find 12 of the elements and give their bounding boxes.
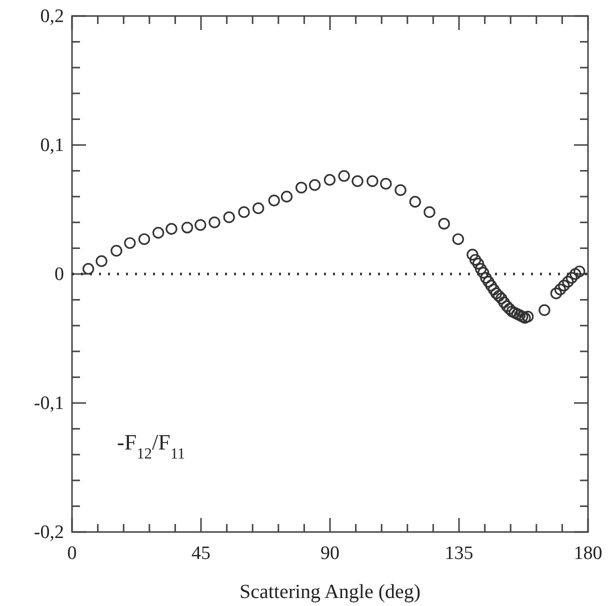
x-tick-label: 180	[574, 543, 602, 564]
x-tick-label: 0	[67, 543, 77, 564]
x-tick-label: 45	[192, 543, 210, 564]
y-tick-label: -0,2	[34, 522, 64, 544]
y-tick-label: -0,1	[34, 393, 64, 414]
x-axis-title: Scattering Angle (deg)	[239, 581, 421, 603]
y-tick-label: 0	[54, 264, 64, 286]
y-tick-label: 0,2	[40, 6, 64, 28]
y-tick-label: 0,1	[40, 135, 64, 156]
x-tick-label: 90	[320, 543, 340, 564]
x-tick-label: 135	[444, 543, 474, 564]
annotation: -F$_{12}$/F$_{11}$	[117, 429, 186, 462]
